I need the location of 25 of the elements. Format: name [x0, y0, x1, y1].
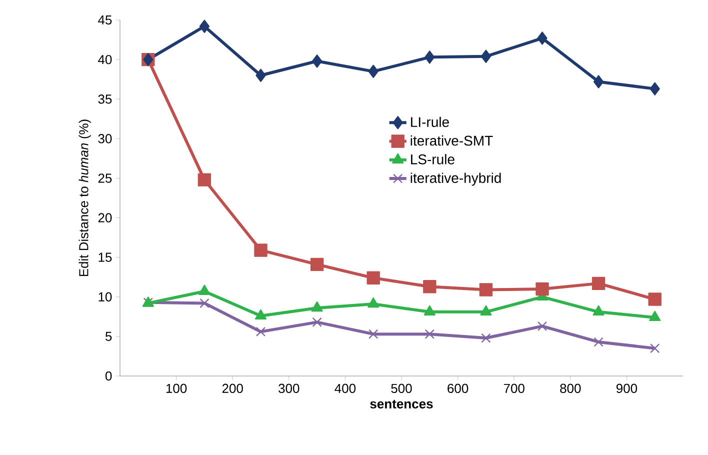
legend-label: iterative-SMT: [410, 135, 493, 146]
x-axis-title: sentences: [370, 400, 433, 408]
y-tick-label: 45: [98, 15, 112, 25]
y-tick-label: 5: [105, 332, 112, 341]
y-tick-label: 0: [105, 371, 112, 381]
y-tick-label: 10: [98, 292, 112, 302]
x-tick-label: 400: [334, 384, 356, 394]
legend-label: iterative-hybrid: [410, 172, 501, 186]
y-tick-label: 20: [98, 213, 112, 222]
x-tick-label: 900: [616, 384, 638, 394]
x-tick-label: 500: [391, 384, 412, 394]
y-tick-label: 40: [98, 54, 112, 64]
x-tick-label: 100: [166, 384, 187, 394]
x-tick-label: 300: [278, 384, 300, 394]
y-tick-label: 25: [98, 174, 112, 183]
x-tick-label: 800: [560, 384, 581, 394]
y-tick-label: 35: [98, 94, 112, 104]
legend-label: LS-rule: [411, 154, 454, 164]
x-tick-label: 600: [448, 384, 468, 394]
y-axis-title: Edit Distance to human (%): [78, 120, 91, 276]
legend-label: LI-rule: [411, 116, 449, 128]
x-tick-label: 200: [222, 384, 243, 394]
x-tick-label: 700: [504, 384, 524, 394]
y-tick-label: 15: [98, 252, 112, 262]
y-tick-label: 30: [98, 134, 112, 144]
